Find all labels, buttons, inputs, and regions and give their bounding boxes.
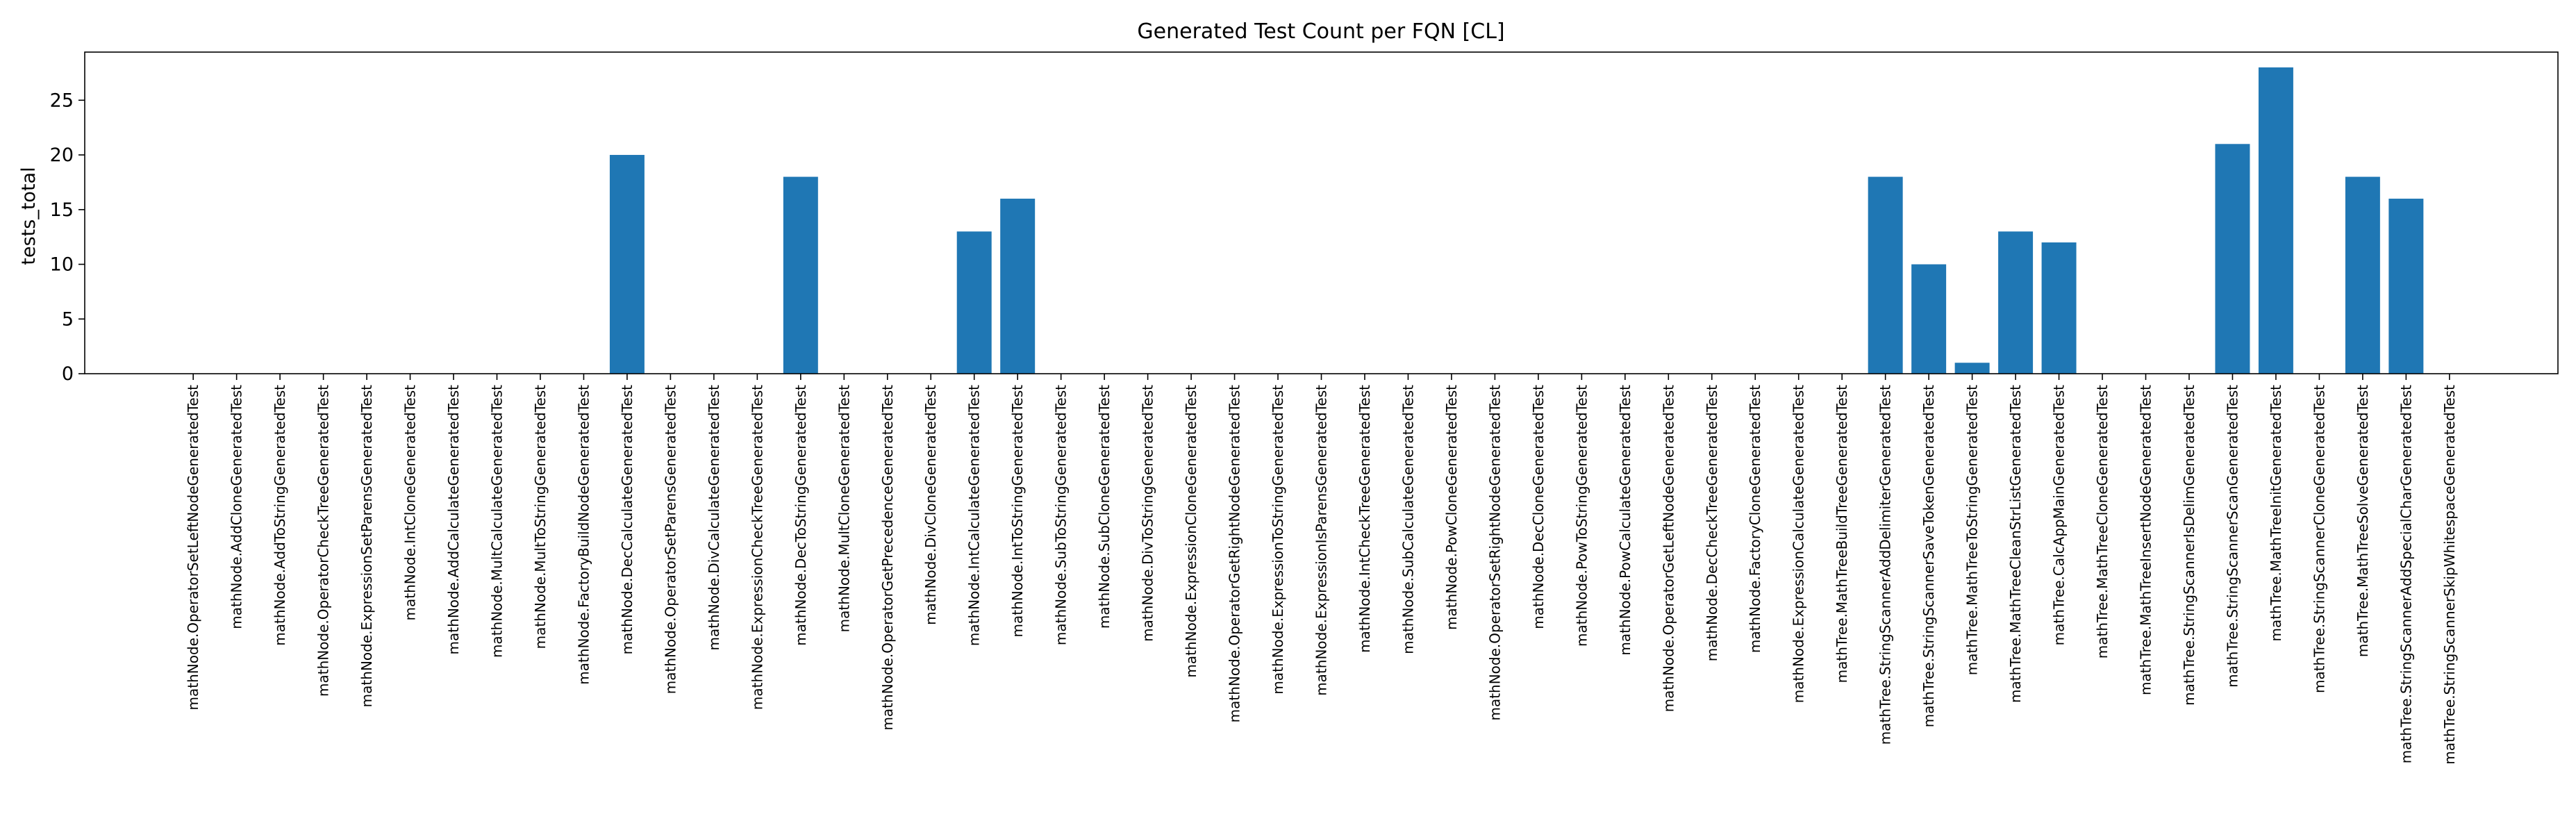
- bar: [783, 176, 818, 374]
- x-tick-label: mathTree.StringScannerIsDelimGeneratedTe…: [2181, 385, 2197, 706]
- x-tick-label: mathNode.DecCalculateGeneratedTest: [619, 385, 635, 655]
- x-tick-label: mathNode.DivToStringGeneratedTest: [1140, 385, 1156, 642]
- x-tick-label: mathNode.DivCloneGeneratedTest: [922, 385, 939, 625]
- y-tick-label: 10: [50, 254, 74, 276]
- x-tick-label: mathNode.OperatorSetLeftNodeGeneratedTes…: [185, 385, 201, 711]
- x-tick-label: mathNode.FactoryCloneGeneratedTest: [1747, 385, 1763, 653]
- x-tick-label: mathNode.PowToStringGeneratedTest: [1573, 385, 1590, 647]
- x-tick-label: mathNode.DivCalculateGeneratedTest: [706, 385, 722, 651]
- bar: [1911, 264, 1947, 374]
- x-tick-label: mathNode.OperatorGetRightNodeGeneratedTe…: [1227, 385, 1243, 722]
- bar: [956, 231, 992, 374]
- y-tick-label: 25: [50, 90, 74, 111]
- x-tick-label: mathNode.PowCalculateGeneratedTest: [1617, 385, 1634, 656]
- x-tick-label: mathNode.ExpressionIsParensGeneratedTest: [1313, 385, 1330, 696]
- y-tick-label: 15: [50, 199, 74, 221]
- x-tick-label: mathNode.IntCalculateGeneratedTest: [966, 385, 983, 646]
- x-tick-label: mathTree.MathTreeInitGeneratedTest: [2268, 385, 2284, 642]
- y-tick-label: 5: [62, 308, 74, 330]
- x-tick-label: mathNode.DecCloneGeneratedTest: [1530, 385, 1547, 629]
- x-tick-label: mathNode.ExpressionCheckTreeGeneratedTes…: [749, 385, 765, 710]
- x-tick-label: mathTree.StringScannerAddSpecialCharGene…: [2398, 385, 2414, 763]
- x-tick-label: mathNode.IntToStringGeneratedTest: [1009, 385, 1026, 638]
- x-tick-label: mathNode.DecCheckTreeGeneratedTest: [1704, 385, 1720, 661]
- x-tick-label: mathNode.PowCloneGeneratedTest: [1443, 385, 1460, 630]
- y-axis-label: tests_total: [18, 167, 40, 265]
- x-tick-label: mathTree.MathTreeCloneGeneratedTest: [2094, 385, 2111, 658]
- x-tick-label: mathNode.ExpressionCalculateGeneratedTes…: [1790, 385, 1807, 703]
- bar: [1998, 231, 2034, 374]
- x-tick-label: mathNode.OperatorGetPrecedenceGeneratedT…: [879, 385, 896, 731]
- x-tick-label: mathTree.MathTreeInsertNodeGeneratedTest: [2138, 385, 2154, 695]
- bar: [1000, 199, 1036, 374]
- bar: [2041, 242, 2077, 374]
- y-tick-label: 0: [62, 363, 74, 385]
- x-tick-label: mathTree.StringScannerCloneGeneratedTest: [2311, 385, 2327, 693]
- bar: [1868, 176, 1903, 374]
- x-tick-label: mathTree.StringScannerSaveTokenGenerated…: [1920, 385, 1937, 727]
- x-tick-label: mathNode.SubCloneGeneratedTest: [1096, 385, 1113, 629]
- bar: [2215, 144, 2250, 374]
- bar: [2258, 67, 2293, 374]
- bar: [1954, 363, 1990, 374]
- x-tick-label: mathNode.MultToStringGeneratedTest: [532, 385, 549, 649]
- x-tick-label: mathNode.OperatorSetParensGeneratedTest: [662, 385, 679, 694]
- x-tick-label: mathNode.ExpressionToStringGeneratedTest: [1270, 385, 1286, 695]
- x-tick-label: mathTree.MathTreeSolveGeneratedTest: [2354, 385, 2371, 657]
- x-tick-label: mathNode.IntCheckTreeGeneratedTest: [1356, 385, 1373, 653]
- bar: [2345, 176, 2380, 374]
- x-tick-label: mathNode.MultCalculateGeneratedTest: [489, 385, 506, 658]
- bar: [2388, 199, 2424, 374]
- x-tick-label: mathTree.MathTreeBuildTreeGeneratedTest: [1834, 385, 1850, 683]
- x-tick-label: mathNode.OperatorGetLeftNodeGeneratedTes…: [1660, 385, 1677, 712]
- x-tick-label: mathTree.StringScannerScanGeneratedTest: [2224, 385, 2241, 688]
- x-tick-label: mathTree.MathTreeToStringGeneratedTest: [1964, 385, 1981, 675]
- x-tick-label: mathTree.StringScannerSkipWhitespaceGene…: [2441, 385, 2458, 765]
- x-tick-label: mathNode.OperatorSetRightNodeGeneratedTe…: [1486, 385, 1503, 721]
- bar: [609, 155, 645, 374]
- x-tick-label: mathNode.MultCloneGeneratedTest: [836, 385, 852, 633]
- x-tick-label: mathNode.AddToStringGeneratedTest: [272, 385, 288, 646]
- x-tick-label: mathTree.CalcAppMainGeneratedTest: [2051, 385, 2068, 646]
- x-tick-label: mathTree.StringScannerAddDelimiterGenera…: [1877, 385, 1894, 745]
- x-tick-label: mathNode.SubToStringGeneratedTest: [1053, 385, 1070, 645]
- x-tick-label: mathNode.AddCalculateGeneratedTest: [445, 385, 462, 655]
- x-tick-label: mathNode.OperatorCheckTreeGeneratedTest: [315, 385, 332, 697]
- x-tick-label: mathNode.FactoryBuildNodeGeneratedTest: [575, 385, 592, 685]
- x-tick-label: mathNode.SubCalculateGeneratedTest: [1399, 385, 1416, 654]
- x-tick-label: mathNode.ExpressionCloneGeneratedTest: [1183, 385, 1199, 678]
- plot-area: 0 5 10 15 20 25 mathNode.OperatorSetLeftNodeGe…: [50, 51, 2559, 765]
- x-tick-label: mathTree.MathTreeCleanStrListGeneratedTe…: [2007, 385, 2024, 703]
- y-tick-label: 20: [50, 144, 74, 166]
- x-tick-label: mathNode.IntCloneGeneratedTest: [402, 385, 419, 621]
- x-tick-label: mathNode.DecToStringGeneratedTest: [792, 385, 809, 646]
- x-tick-label: mathNode.ExpressionSetParensGeneratedTes…: [358, 385, 375, 707]
- x-tick-label: mathNode.AddCloneGeneratedTest: [228, 385, 245, 629]
- chart-title: Generated Test Count per FQN [CL]: [1137, 19, 1504, 44]
